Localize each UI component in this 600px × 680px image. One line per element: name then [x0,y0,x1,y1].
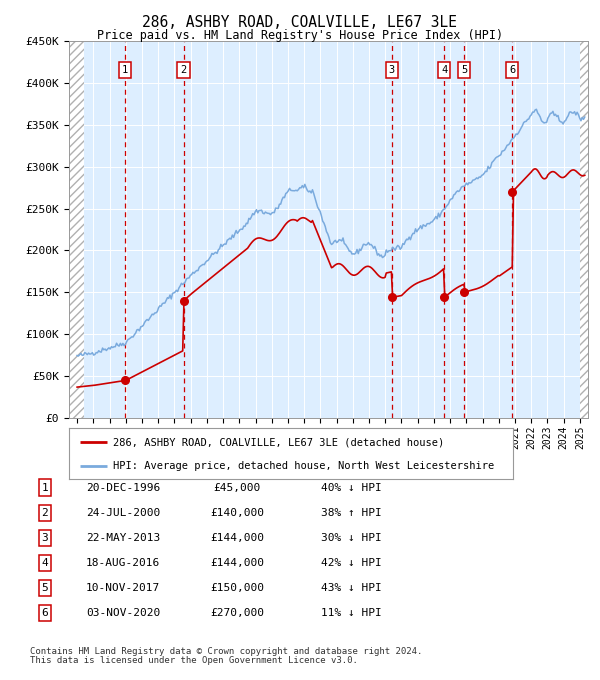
Text: 3: 3 [41,533,49,543]
Text: HPI: Average price, detached house, North West Leicestershire: HPI: Average price, detached house, Nort… [113,460,494,471]
Text: 286, ASHBY ROAD, COALVILLE, LE67 3LE (detached house): 286, ASHBY ROAD, COALVILLE, LE67 3LE (de… [113,437,445,447]
Text: 1: 1 [41,483,49,492]
Text: £270,000: £270,000 [210,609,264,618]
Text: 30% ↓ HPI: 30% ↓ HPI [320,533,382,543]
Text: 2: 2 [181,65,187,75]
Text: Price paid vs. HM Land Registry's House Price Index (HPI): Price paid vs. HM Land Registry's House … [97,29,503,41]
Bar [580,41,588,418]
Text: 03-NOV-2020: 03-NOV-2020 [86,609,160,618]
Text: £140,000: £140,000 [210,508,264,517]
Text: 5: 5 [461,65,467,75]
Text: 10-NOV-2017: 10-NOV-2017 [86,583,160,593]
Text: 42% ↓ HPI: 42% ↓ HPI [320,558,382,568]
Text: 6: 6 [41,609,49,618]
Text: £144,000: £144,000 [210,558,264,568]
Text: This data is licensed under the Open Government Licence v3.0.: This data is licensed under the Open Gov… [30,656,358,665]
Text: 22-MAY-2013: 22-MAY-2013 [86,533,160,543]
Bar [69,41,84,418]
Text: 286, ASHBY ROAD, COALVILLE, LE67 3LE: 286, ASHBY ROAD, COALVILLE, LE67 3LE [143,15,458,30]
Text: 24-JUL-2000: 24-JUL-2000 [86,508,160,517]
Text: 6: 6 [509,65,515,75]
Text: 5: 5 [41,583,49,593]
Text: 20-DEC-1996: 20-DEC-1996 [86,483,160,492]
Text: 11% ↓ HPI: 11% ↓ HPI [320,609,382,618]
Text: £45,000: £45,000 [214,483,260,492]
Text: 3: 3 [388,65,395,75]
Text: £144,000: £144,000 [210,533,264,543]
Text: 1: 1 [122,65,128,75]
Text: 40% ↓ HPI: 40% ↓ HPI [320,483,382,492]
Text: Contains HM Land Registry data © Crown copyright and database right 2024.: Contains HM Land Registry data © Crown c… [30,647,422,656]
Text: 2: 2 [41,508,49,517]
Text: £150,000: £150,000 [210,583,264,593]
Text: 4: 4 [41,558,49,568]
Text: 43% ↓ HPI: 43% ↓ HPI [320,583,382,593]
Text: 18-AUG-2016: 18-AUG-2016 [86,558,160,568]
Text: 38% ↑ HPI: 38% ↑ HPI [320,508,382,517]
Text: 4: 4 [441,65,447,75]
